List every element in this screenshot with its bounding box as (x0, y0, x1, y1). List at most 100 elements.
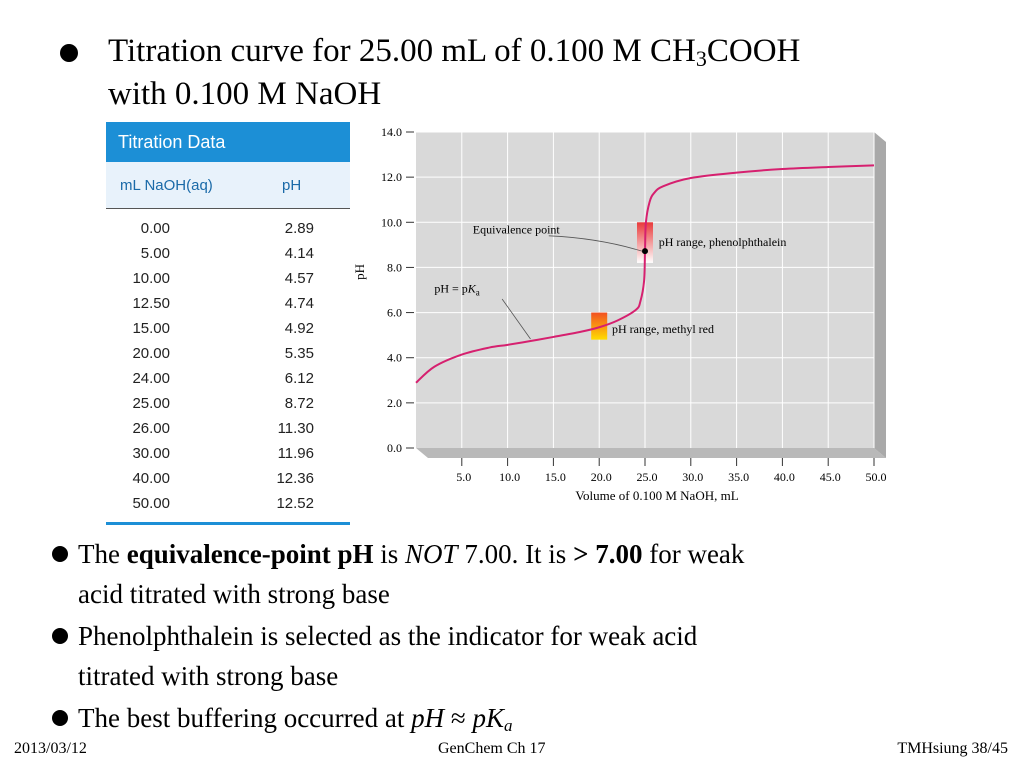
cell-volume: 40.00 (132, 470, 170, 487)
slide-title: Titration curve for 25.00 mL of 0.100 M … (108, 30, 988, 116)
y-tick-label: 8.0 (387, 260, 402, 274)
y-axis-label: pH (352, 264, 367, 280)
x-tick-label: 20.0 (591, 470, 612, 484)
table-row: 24.00 6.12 (106, 367, 350, 392)
bullet-3-icon (52, 710, 68, 726)
b1-post: for weak (642, 539, 745, 569)
y-tick-label: 12.0 (381, 170, 402, 184)
b3-approx: ≈ (444, 703, 473, 733)
cell-volume: 26.00 (132, 420, 170, 437)
bullet-2-icon (52, 628, 68, 644)
footer-date: 2013/03/12 (14, 740, 87, 757)
y-tick-label: 4.0 (387, 351, 402, 365)
b3-sub-a: a (503, 716, 513, 735)
cell-ph: 4.74 (284, 295, 314, 312)
titration-data-table: Titration Data mL NaOH(aq) pH 0.00 2.89 5.… (106, 122, 350, 525)
phenolphthalein-label: pH range, phenolphthalein (659, 235, 787, 249)
cell-volume: 25.00 (132, 395, 170, 412)
cell-ph: 4.57 (284, 270, 314, 287)
x-tick-label: 30.0 (682, 470, 703, 484)
equivalence-point-label: Equivalence point (473, 223, 561, 237)
b2-line1: Phenolphthalein is selected as the indic… (78, 621, 698, 651)
cell-volume: 20.00 (132, 345, 170, 362)
table-row: 15.00 4.92 (106, 317, 350, 342)
cell-volume: 50.00 (132, 495, 170, 512)
column-header-volume: mL NaOH(aq) (120, 177, 213, 194)
cell-ph: 12.52 (276, 495, 314, 512)
cell-ph: 11.30 (277, 420, 314, 437)
table-row: 10.00 4.57 (106, 267, 350, 292)
table-row: 30.00 11.96 (106, 442, 350, 467)
column-header-ph: pH (282, 177, 302, 194)
b2-line2: titrated with strong base (78, 661, 339, 691)
table-row: 50.00 12.52 (106, 492, 350, 517)
pka-pointer (501, 298, 531, 340)
y-tick-label: 14.0 (381, 125, 402, 139)
cell-ph: 8.72 (284, 395, 314, 412)
cell-volume: 10.00 (132, 270, 170, 287)
x-tick-label: 10.0 (499, 470, 520, 484)
title-subscript: 3 (695, 46, 707, 71)
table-row: 26.00 11.30 (106, 417, 350, 442)
cell-volume: 24.00 (132, 370, 170, 387)
table-row: 12.50 4.74 (106, 292, 350, 317)
x-tick-label: 45.0 (820, 470, 841, 484)
b1-bold-gt: > 7.00 (573, 539, 643, 569)
table-column-headers: mL NaOH(aq) pH (106, 162, 350, 209)
cell-volume: 12.50 (132, 295, 170, 312)
cell-ph: 2.89 (284, 220, 314, 237)
cell-volume: 0.00 (140, 220, 170, 237)
cell-ph: 6.12 (284, 370, 314, 387)
bullet-3-text: The best buffering occurred at pH ≈ pKa (78, 698, 958, 738)
pka-label: pH = pKa (434, 281, 479, 297)
b1-line2: acid titrated with strong base (78, 579, 390, 609)
table-header: Titration Data (106, 122, 350, 162)
title-text-2: COOH (706, 33, 801, 69)
cell-volume: 5.00 (140, 245, 170, 262)
footer-center: GenChem Ch 17 (438, 740, 546, 757)
title-text-1: Titration curve for 25.00 mL of 0.100 M … (108, 33, 696, 69)
bullet-2-text: Phenolphthalein is selected as the indic… (78, 616, 958, 696)
methyl-red-range-bar (591, 312, 608, 340)
y-tick-label: 2.0 (387, 396, 402, 410)
b1-italic-not: NOT (405, 539, 458, 569)
cell-ph: 11.96 (277, 445, 314, 462)
x-tick-label: 50.0 (866, 470, 887, 484)
plot-floor (416, 448, 886, 458)
titration-curve-line (415, 164, 875, 384)
title-line-2: with 0.100 M NaOH (108, 76, 382, 112)
bullet-1-text: The equivalence-point pH is NOT 7.00. It… (78, 534, 958, 614)
bullet-1-icon (52, 546, 68, 562)
x-tick-label: 5.0 (456, 470, 471, 484)
b1-mid1: is (373, 539, 406, 569)
methyl-red-label: pH range, methyl red (612, 322, 714, 336)
b1-bold-equivalence: equivalence-point pH (126, 539, 374, 569)
equivalence-pointer (548, 235, 643, 252)
cell-ph: 4.14 (284, 245, 314, 262)
table-row: 40.00 12.36 (106, 467, 350, 492)
cell-volume: 30.00 (132, 445, 170, 462)
pka-label-prefix: pH = p (434, 281, 467, 295)
cell-ph: 12.36 (276, 470, 314, 487)
table-row: 25.00 8.72 (106, 392, 350, 417)
x-axis-label: Volume of 0.100 M NaOH, mL (575, 488, 738, 503)
table-row: 20.00 5.35 (106, 342, 350, 367)
b3-italic-pk: pK (472, 703, 504, 733)
pka-label-sub: a (476, 287, 480, 297)
x-tick-label: 35.0 (728, 470, 749, 484)
table-row: 0.00 2.89 (106, 217, 350, 242)
title-bullet-icon (60, 44, 78, 62)
cell-ph: 4.92 (284, 320, 314, 337)
b1-mid2: 7.00. It is (457, 539, 574, 569)
y-tick-label: 0.0 (387, 441, 402, 455)
pka-label-k: K (467, 281, 477, 295)
cell-ph: 5.35 (284, 345, 314, 362)
x-tick-label: 25.0 (637, 470, 658, 484)
b1-pre: The (78, 539, 127, 569)
x-tick-label: 40.0 (774, 470, 795, 484)
cell-volume: 15.00 (132, 320, 170, 337)
y-tick-label: 6.0 (387, 306, 402, 320)
table-row: 5.00 4.14 (106, 242, 350, 267)
y-tick-label: 10.0 (381, 215, 402, 229)
plot-side (874, 132, 886, 458)
